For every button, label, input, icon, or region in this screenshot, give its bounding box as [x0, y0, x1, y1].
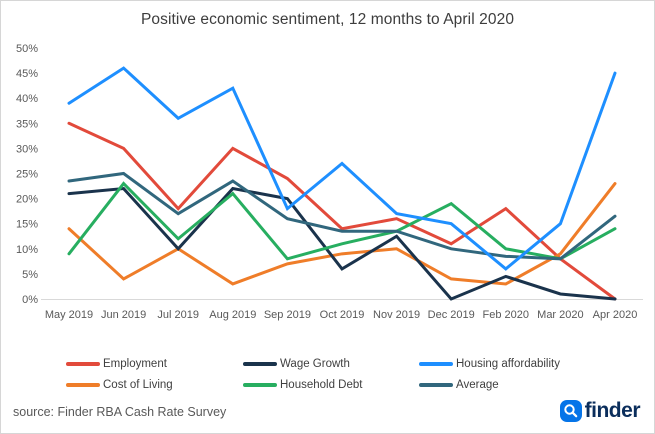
y-axis-tick-label: 30% — [16, 143, 38, 155]
legend-label: Average — [456, 379, 499, 391]
legend-swatch — [66, 362, 100, 366]
y-axis-tick-label: 0% — [22, 294, 38, 306]
y-axis-tick-label: 5% — [22, 269, 38, 281]
y-axis-tick-label: 20% — [16, 194, 38, 206]
x-axis-tick-label: Aug 2019 — [209, 309, 256, 321]
magnifier-icon — [559, 400, 582, 422]
y-axis-tick-label: 40% — [16, 93, 38, 105]
y-axis-tick-label: 35% — [16, 118, 38, 130]
legend-swatch — [66, 383, 100, 387]
legend-label: Employment — [103, 358, 167, 370]
y-axis-tick-label: 50% — [16, 43, 38, 55]
series-line-wage-growth — [67, 186, 617, 301]
y-axis-tick-label: 10% — [16, 244, 38, 256]
x-axis-tick-label: May 2019 — [45, 309, 93, 321]
legend-item-wage-growth: Wage Growth — [243, 358, 419, 370]
y-axis-tick-label: 45% — [16, 68, 38, 80]
legend-swatch — [243, 362, 277, 366]
legend-item-household-debt: Household Debt — [243, 379, 419, 391]
series-line-housing-affordability — [67, 66, 617, 271]
source-text: source: Finder RBA Cash Rate Survey — [13, 405, 227, 419]
legend-item-average: Average — [419, 379, 560, 391]
legend-label: Housing affordability — [456, 358, 560, 370]
y-axis: 0% 5% 10% 15% 20% 25% 30% 35% 40% 45% 50% — [16, 43, 38, 306]
x-axis-tick-label: Apr 2020 — [593, 309, 638, 321]
x-axis-tick-label: Jun 2019 — [101, 309, 146, 321]
line-chart: 0% 5% 10% 15% 20% 25% 30% 35% 40% 45% 50% May 2019… — [16, 43, 643, 321]
finder-logo: finder — [559, 399, 641, 423]
x-axis: May 2019 Jun 2019 Jul 2019 Aug 2019 Sep 2019… — [45, 309, 637, 321]
legend-swatch — [243, 383, 277, 387]
x-axis-tick-label: Dec 2019 — [428, 309, 475, 321]
legend-swatch — [419, 383, 453, 387]
x-axis-tick-label: Jul 2019 — [157, 309, 199, 321]
series-line-average — [67, 171, 617, 261]
legend-item-employment: Employment — [66, 358, 243, 370]
legend-item-cost-of-living: Cost of Living — [66, 379, 243, 391]
x-axis-tick-label: Sep 2019 — [264, 309, 311, 321]
legend-swatch — [419, 362, 453, 366]
logo-text: finder — [584, 399, 641, 422]
legend-label: Household Debt — [280, 379, 363, 391]
x-axis-tick-label: Nov 2019 — [373, 309, 420, 321]
x-axis-tick-label: Feb 2020 — [483, 309, 529, 321]
y-axis-tick-label: 25% — [16, 169, 38, 181]
series-line-employment — [67, 121, 617, 301]
x-axis-tick-label: Oct 2019 — [320, 309, 365, 321]
legend-item-housing-affordability: Housing affordability — [419, 358, 560, 370]
legend-label: Wage Growth — [280, 358, 350, 370]
series-lines — [67, 66, 617, 301]
chart-legend: Employment Wage Growth Housing affordabili… — [66, 358, 560, 391]
x-axis-tick-label: Mar 2020 — [537, 309, 583, 321]
legend-label: Cost of Living — [103, 379, 173, 391]
series-line-cost-of-living — [67, 182, 617, 286]
chart-title: Positive economic sentiment, 12 months t… — [140, 11, 515, 28]
y-axis-tick-label: 15% — [16, 219, 38, 231]
